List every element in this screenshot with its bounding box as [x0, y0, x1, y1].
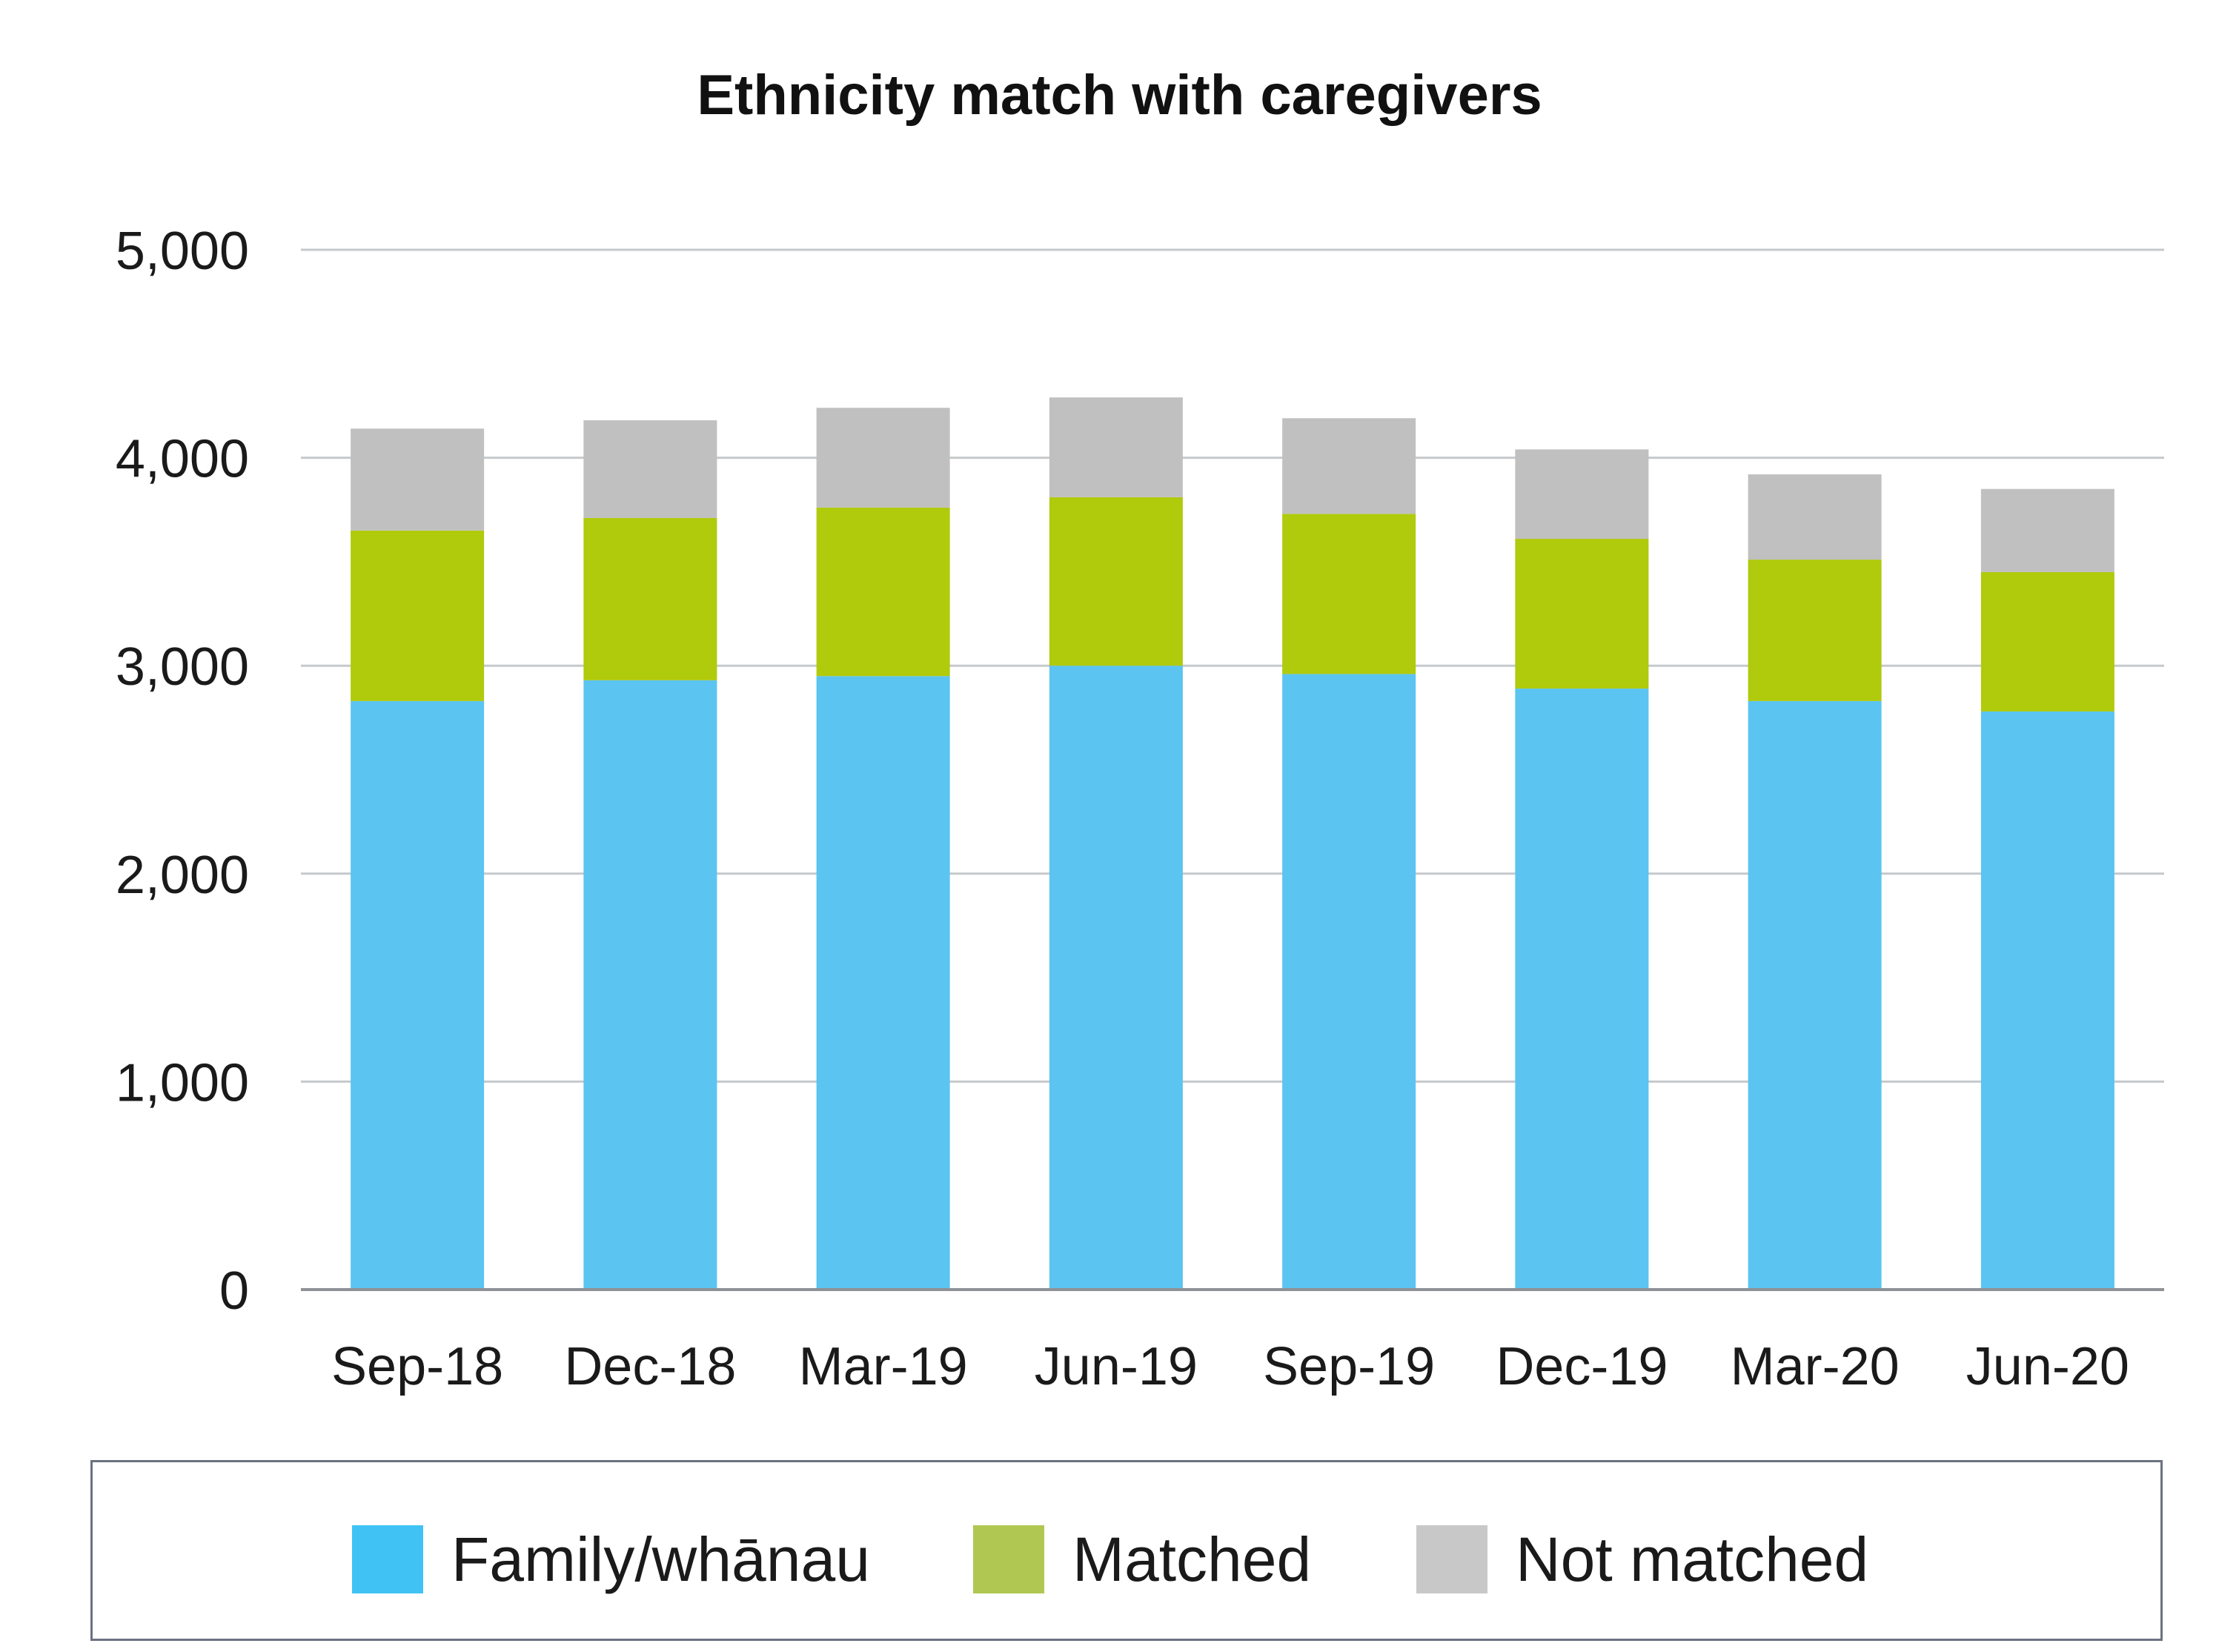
bar-segment-matched: [1515, 539, 1649, 689]
x-tick-label: Sep-18: [331, 1337, 503, 1396]
bar-segment-family: [1980, 711, 2114, 1290]
bar-segment-matched: [1282, 514, 1416, 674]
bar-segment-family: [1748, 700, 1882, 1290]
y-tick-label: 2,000: [116, 846, 249, 905]
bar-segment-matched: [1049, 497, 1183, 666]
bar-segment-not-matched: [1049, 397, 1183, 497]
bar-segment-family: [351, 700, 485, 1290]
bar-segment-family: [1515, 689, 1649, 1290]
legend-item-matched: Matched: [973, 1524, 1312, 1594]
bar-segment-not-matched: [1980, 488, 2114, 572]
chart-title: Ethnicity match with caregivers: [697, 64, 1542, 127]
x-tick-label: Jun-19: [1035, 1337, 1198, 1396]
bar-segment-not-matched: [1748, 474, 1882, 560]
bar-segment-family: [1049, 666, 1183, 1290]
legend-item-not-matched: Not matched: [1416, 1524, 1869, 1594]
legend-item-family: Family/whānau: [352, 1524, 870, 1594]
bar-segment-matched: [816, 507, 950, 677]
bar-segment-matched: [1748, 560, 1882, 701]
bar-segment-family: [1282, 674, 1416, 1290]
bar-segment-matched: [583, 517, 717, 680]
x-tick-label: Dec-18: [564, 1337, 736, 1396]
legend-swatch-not-matched: [1416, 1525, 1487, 1593]
legend-swatch-family: [352, 1525, 423, 1593]
x-tick-label: Dec-19: [1496, 1337, 1668, 1396]
bar-segment-not-matched: [351, 428, 485, 531]
bar-segment-not-matched: [1515, 449, 1649, 540]
bar-segment-not-matched: [583, 420, 717, 518]
y-tick-label: 3,000: [116, 637, 249, 697]
legend-label-matched: Matched: [1072, 1524, 1312, 1594]
bar-segment-matched: [1980, 571, 2114, 711]
x-tick-label: Sep-19: [1263, 1337, 1435, 1396]
y-tick-label: 4,000: [116, 430, 249, 489]
bar-segment-family: [583, 680, 717, 1290]
y-tick-label: 0: [219, 1261, 249, 1321]
x-tick-label: Mar-19: [799, 1337, 968, 1396]
bar-segment-not-matched: [816, 408, 950, 508]
bar-segment-family: [816, 676, 950, 1290]
legend-swatch-matched: [973, 1525, 1044, 1593]
legend-label-not-matched: Not matched: [1516, 1524, 1869, 1594]
bar-segment-matched: [351, 530, 485, 701]
legend-label-family: Family/whānau: [451, 1524, 870, 1594]
x-tick-label: Mar-20: [1731, 1337, 1900, 1396]
y-tick-label: 1,000: [116, 1053, 249, 1112]
bar-segment-not-matched: [1282, 418, 1416, 514]
y-tick-label: 5,000: [116, 222, 249, 281]
stacked-bar-chart: 0 1,000 2,000 3,000 4,000 5,000 Sep-18 Dec-18 Ma…: [116, 222, 2164, 1396]
chart-legend: Family/whānau Matched Not matched: [90, 1460, 2163, 1641]
x-tick-label: Jun-20: [1966, 1337, 2129, 1396]
